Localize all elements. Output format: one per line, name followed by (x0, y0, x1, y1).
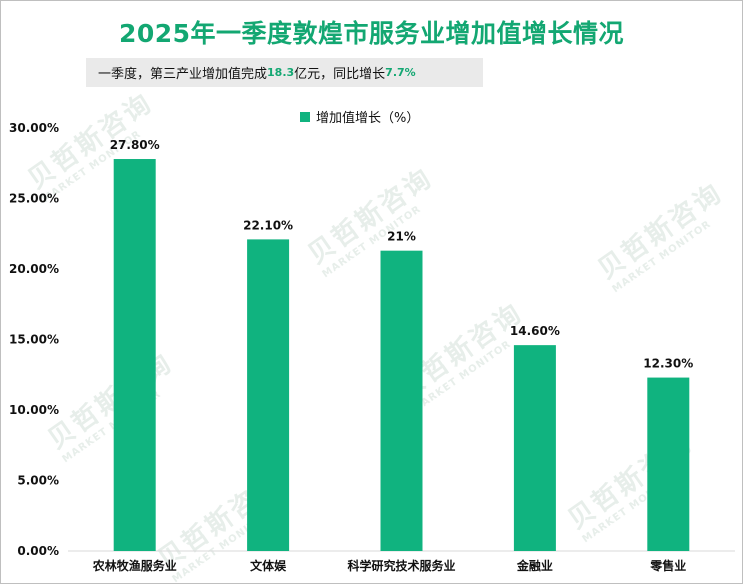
bar (113, 159, 156, 551)
data-label: 12.30% (643, 357, 693, 371)
legend: 增加值增长（%） (300, 107, 419, 126)
legend-label: 增加值增长（%） (316, 111, 420, 126)
y-tick-label: 0.00% (17, 544, 59, 558)
bar (247, 239, 290, 551)
subtitle-value-amount: 18.3 (267, 66, 295, 79)
subtitle-banner: 一季度，第三产业增加值完成 18.3 亿元，同比增长 7.7% (86, 58, 483, 87)
subtitle-value-growth: 7.7% (385, 66, 416, 79)
bar (380, 250, 423, 552)
x-tick-label: 文体娱 (250, 558, 287, 573)
legend-swatch (300, 111, 310, 122)
y-tick-label: 30.00% (9, 121, 59, 135)
data-label: 27.80% (110, 138, 160, 152)
x-tick-label: 农林牧渔服务业 (92, 558, 177, 573)
y-tick-label: 25.00% (9, 192, 59, 206)
data-label: 14.60% (510, 324, 560, 338)
y-tick-label: 15.00% (9, 333, 59, 347)
x-tick-label: 金融业 (516, 558, 553, 573)
y-tick-label: 10.00% (9, 403, 59, 417)
subtitle-text: 一季度，第三产业增加值完成 (98, 67, 268, 82)
chart-title: 2025年一季度敦煌市服务业增加值增长情况 (118, 19, 625, 48)
data-label: 22.10% (243, 218, 293, 232)
subtitle-text: 亿元，同比增长 (294, 67, 386, 82)
bar (647, 377, 690, 551)
y-tick-label: 5.00% (17, 474, 59, 488)
y-tick-label: 20.00% (9, 262, 59, 276)
bar (513, 345, 556, 551)
x-tick-label: 科学研究技术服务业 (347, 558, 455, 573)
data-label: 21% (387, 230, 416, 244)
x-tick-label: 零售业 (649, 558, 686, 573)
